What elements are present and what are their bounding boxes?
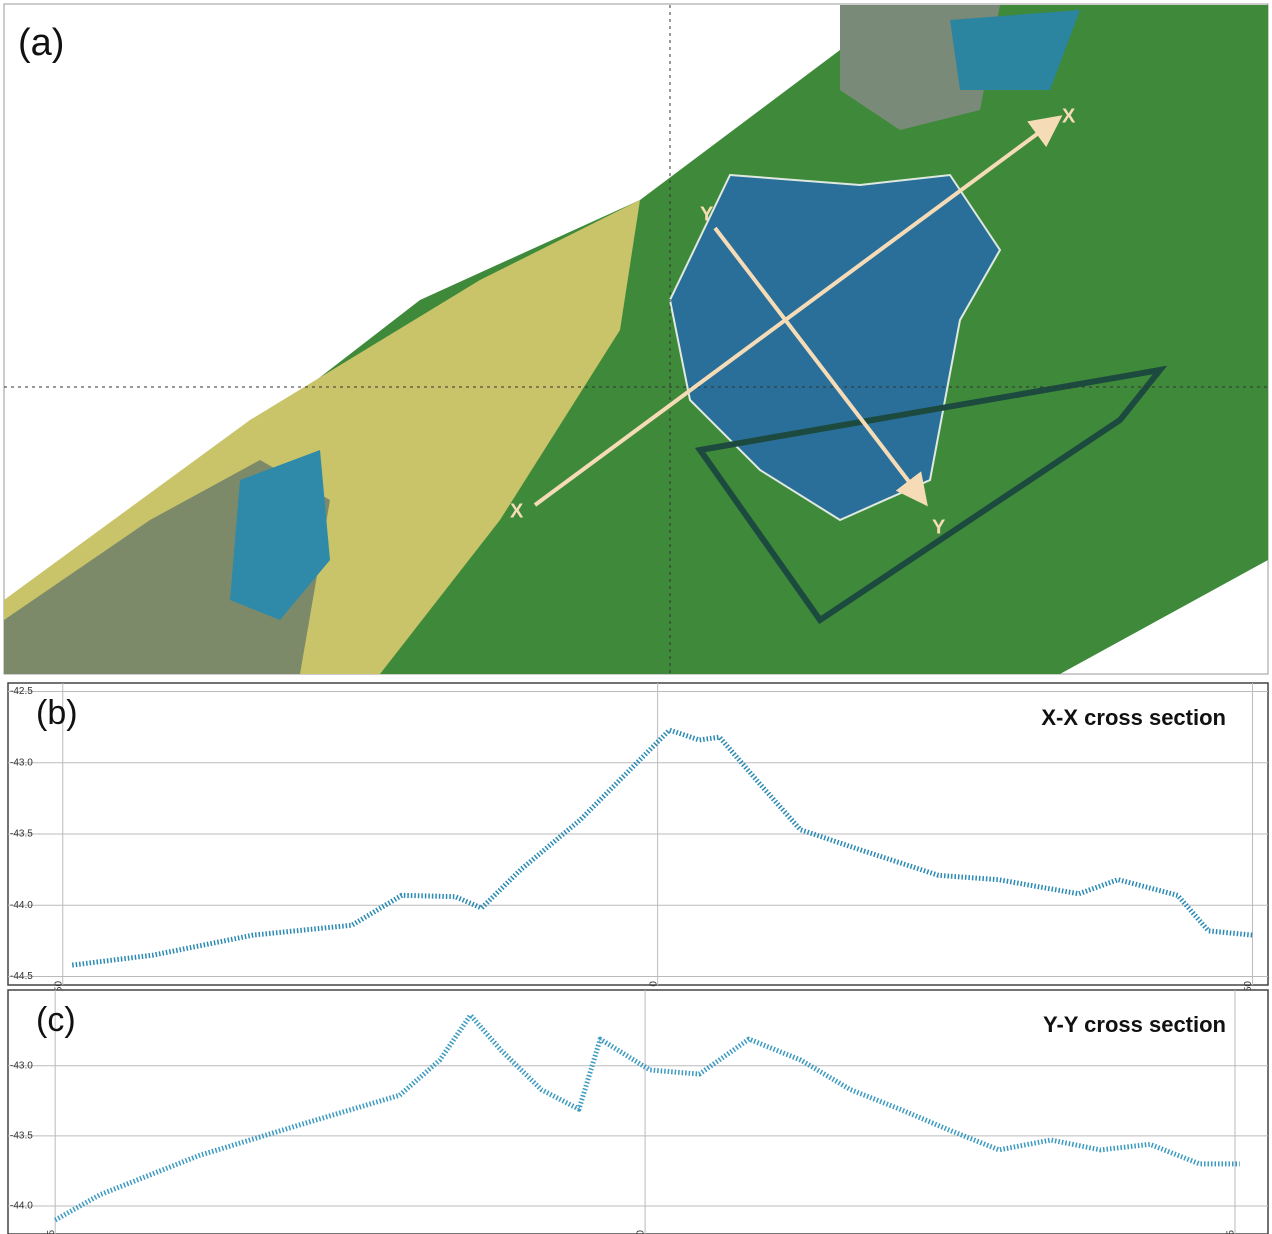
y-tick-label: -44.0 (10, 900, 33, 911)
y-tick-label: -43.5 (10, 1130, 33, 1141)
panel-label: (c) (36, 1001, 76, 1039)
plot-frame (8, 990, 1268, 1234)
y-tick-label: -43.0 (10, 757, 33, 768)
y-tick-label: -44.5 (10, 971, 33, 982)
chart-title: X-X cross section (1041, 705, 1226, 730)
profile-line (72, 730, 1252, 965)
panel-label: (b) (36, 694, 78, 732)
profile-line (55, 1015, 1240, 1220)
marker-label: Y (700, 203, 714, 225)
figure: X X Y Y (a) -42.5 -43.0 -43.5 -44.0 -44.5 -50… (0, 0, 1272, 1234)
marker-label: Y (932, 516, 946, 538)
x-tick-label: 0 (648, 981, 659, 987)
x-tick-label: -25 (46, 1230, 57, 1234)
y-tick-label: -44.0 (10, 1201, 33, 1212)
y-tick-label: -43.5 (10, 829, 33, 840)
x-tick-label: -50 (53, 981, 64, 996)
map-panel: X X Y Y (a) (0, 0, 1272, 676)
y-tick-label: -43.0 (10, 1060, 33, 1071)
x-tick-label: 50 (1243, 981, 1254, 993)
marker-label: X (1062, 105, 1076, 127)
x-tick-label: 25 (1226, 1230, 1237, 1234)
plot-frame (8, 683, 1268, 985)
x-tick-label: 0 (636, 1230, 647, 1234)
y-tick-label: -42.5 (10, 686, 33, 697)
chart-title: Y-Y cross section (1043, 1012, 1226, 1037)
panel-label: (a) (18, 22, 64, 64)
marker-label: X (510, 500, 524, 522)
